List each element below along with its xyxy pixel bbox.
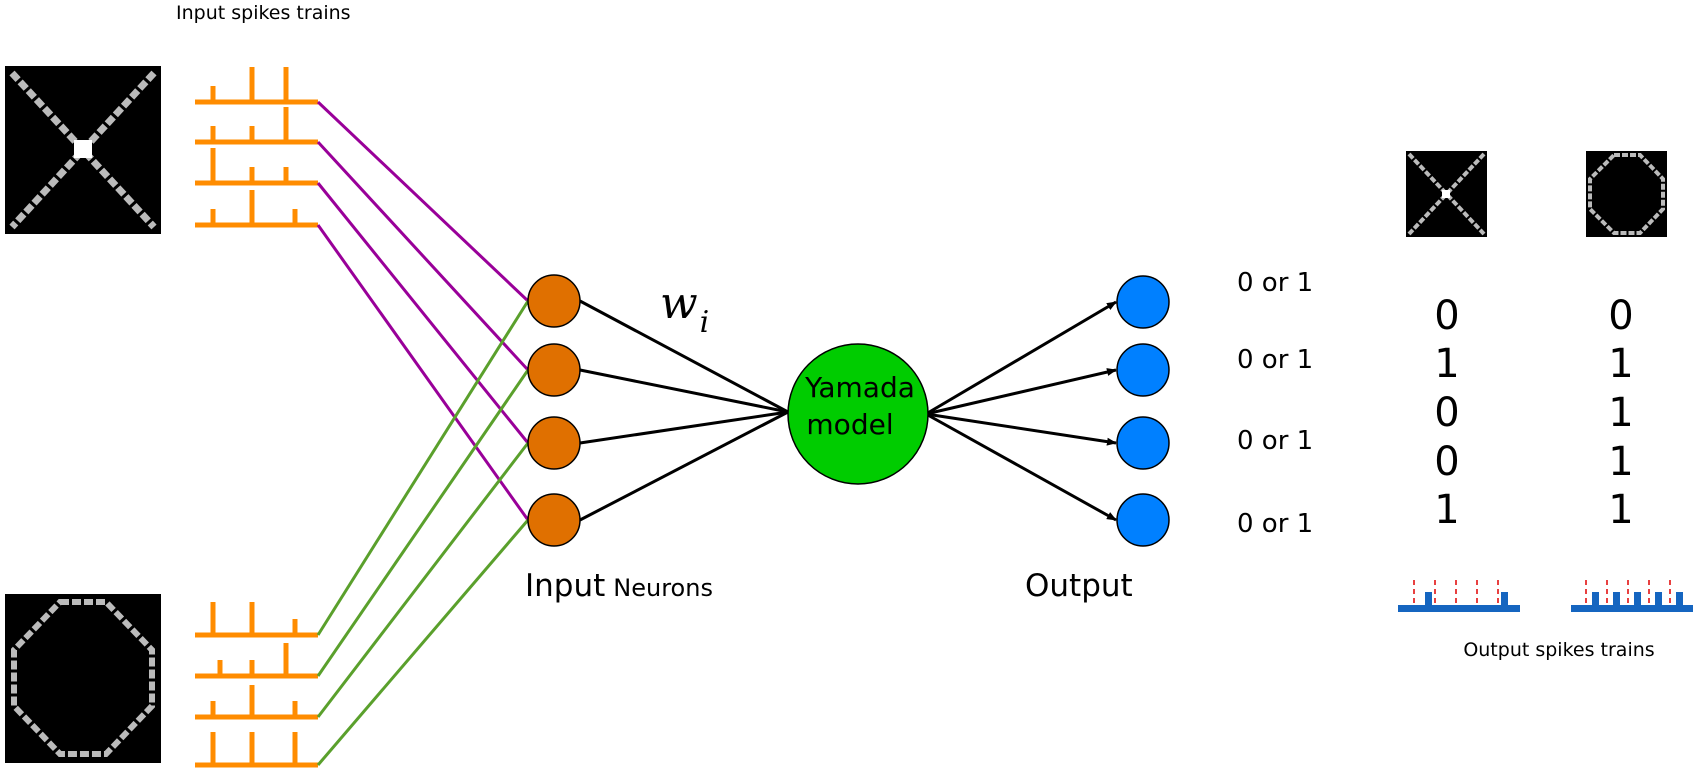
output-value-label: 0 or 1 <box>1237 345 1313 375</box>
code-digit: 1 <box>1608 487 1633 533</box>
circle-pattern-thumbnail-icon <box>1586 151 1667 237</box>
spike-train-circle-2 <box>195 643 318 679</box>
output-label: Output <box>1025 568 1133 604</box>
circle-pattern-icon <box>5 594 161 763</box>
code-digit: 1 <box>1608 439 1633 485</box>
spike-train-x-4 <box>195 190 318 228</box>
output-neuron <box>1116 493 1170 547</box>
yamada-model-node: Yamada model <box>787 343 929 485</box>
output-neurons <box>1116 275 1170 547</box>
x-pattern-code: 0 1 0 0 1 <box>1434 293 1459 533</box>
code-digit: 1 <box>1434 341 1459 387</box>
yamada-model-label-line1: Yamada <box>804 371 915 404</box>
weighted-connections <box>579 299 789 522</box>
code-digit: 0 <box>1434 390 1459 436</box>
output-arrows <box>925 300 1117 522</box>
input-neuron <box>527 416 581 470</box>
x-pattern-thumbnail-icon <box>1406 151 1487 237</box>
spike-train-x-1 <box>195 67 318 105</box>
yamada-model-label-line2: model <box>806 408 893 441</box>
output-value-label: 0 or 1 <box>1237 426 1313 456</box>
output-spikes-label: Output spikes trains <box>1463 639 1654 661</box>
input-neurons-label: Input Neurons <box>525 568 713 604</box>
spike-train-x-2 <box>195 107 318 145</box>
weight-label: wi <box>660 278 709 340</box>
output-spike-train-circle <box>1571 580 1693 615</box>
input-neuron <box>527 493 581 547</box>
output-value-label: 0 or 1 <box>1237 509 1313 539</box>
input-neuron <box>527 343 581 397</box>
code-digit: 0 <box>1434 293 1459 339</box>
output-neuron <box>1116 275 1170 329</box>
output-spike-train-x <box>1398 580 1520 615</box>
circle-pattern-connections <box>316 300 530 766</box>
input-neurons <box>527 274 581 547</box>
spike-train-circle-1 <box>195 602 318 638</box>
output-neuron <box>1116 416 1170 470</box>
code-digit: 1 <box>1434 487 1459 533</box>
code-digit: 0 <box>1608 293 1633 339</box>
x-pattern-connections <box>316 100 530 521</box>
spike-train-circle-4 <box>195 732 318 768</box>
code-digit: 0 <box>1434 439 1459 485</box>
circle-pattern-code: 0 1 1 1 1 <box>1608 293 1633 533</box>
input-spikes-label: Input spikes trains <box>176 2 351 24</box>
code-digit: 1 <box>1608 341 1633 387</box>
spike-train-x-3 <box>195 148 318 186</box>
output-value-label: 0 or 1 <box>1237 268 1313 298</box>
x-pattern-icon <box>5 66 161 234</box>
input-neuron <box>527 274 581 328</box>
output-neuron <box>1116 343 1170 397</box>
code-digit: 1 <box>1608 390 1633 436</box>
spike-train-circle-3 <box>195 685 318 720</box>
weight-subscript: i <box>700 305 710 340</box>
